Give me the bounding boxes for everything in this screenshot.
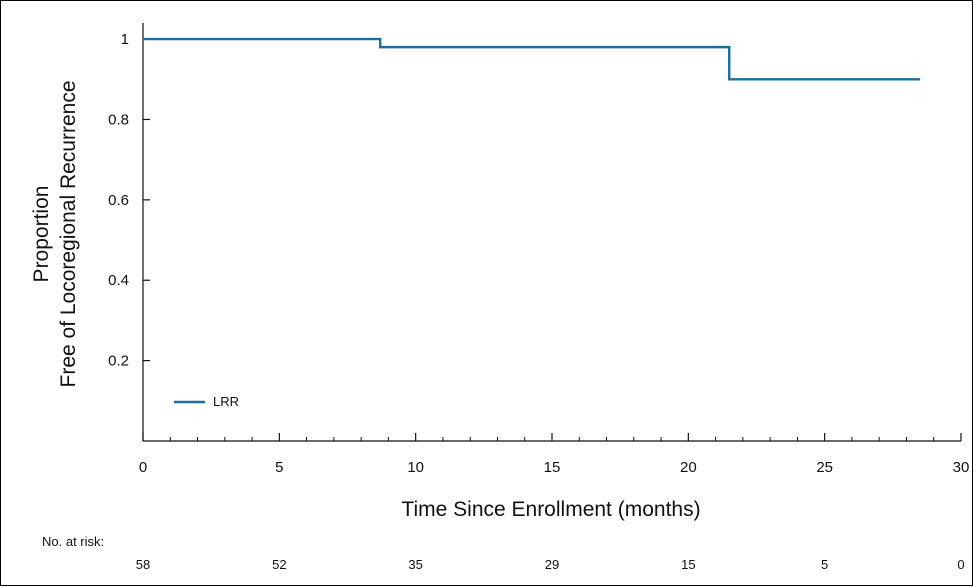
legend: LRR (174, 394, 239, 409)
x-minor-ticks (169, 437, 935, 441)
risk-table-title: No. at risk: (42, 534, 104, 549)
axes (142, 23, 961, 442)
x-tick-label: 0 (139, 459, 147, 476)
y-tick-label: 0.4 (108, 272, 129, 289)
y-tick-label: 0.2 (108, 353, 129, 370)
series-line-lrr (143, 37, 921, 81)
risk-table-value: 15 (681, 557, 695, 572)
y-tick-label: 0.8 (108, 111, 129, 128)
legend-label-lrr: LRR (213, 394, 239, 409)
x-tick-label: 5 (275, 459, 283, 476)
risk-table-values: 58 52 35 29 15 5 0 (136, 557, 965, 572)
x-tick-label: 15 (544, 459, 561, 476)
y-tick-labels: 0.2 0.4 0.6 0.8 1 (108, 31, 129, 370)
y-ticks (143, 38, 150, 362)
x-tick-label: 30 (953, 459, 970, 476)
risk-table-value: 58 (136, 557, 150, 572)
risk-table-value: 52 (272, 557, 286, 572)
risk-table-value: 35 (408, 557, 422, 572)
risk-table-value: 5 (821, 557, 828, 572)
x-major-ticks (142, 433, 962, 441)
x-axis-title: Time Since Enrollment (months) (401, 498, 700, 521)
y-axis-title-line-2: Free of Locoregional Recurrence (57, 80, 80, 387)
x-tick-label: 25 (816, 459, 833, 476)
y-tick-label: 0.6 (108, 192, 129, 209)
risk-table-value: 0 (957, 557, 964, 572)
x-tick-label: 10 (407, 459, 424, 476)
risk-table-value: 29 (545, 557, 559, 572)
x-tick-label: 20 (680, 459, 697, 476)
y-axis-title-line-1: Proportion (30, 186, 53, 283)
y-axis-title: Proportion Free of Locoregional Recurren… (30, 80, 80, 387)
x-tick-labels: 0 5 10 15 20 25 30 (139, 459, 970, 476)
y-tick-label: 1 (121, 31, 129, 48)
